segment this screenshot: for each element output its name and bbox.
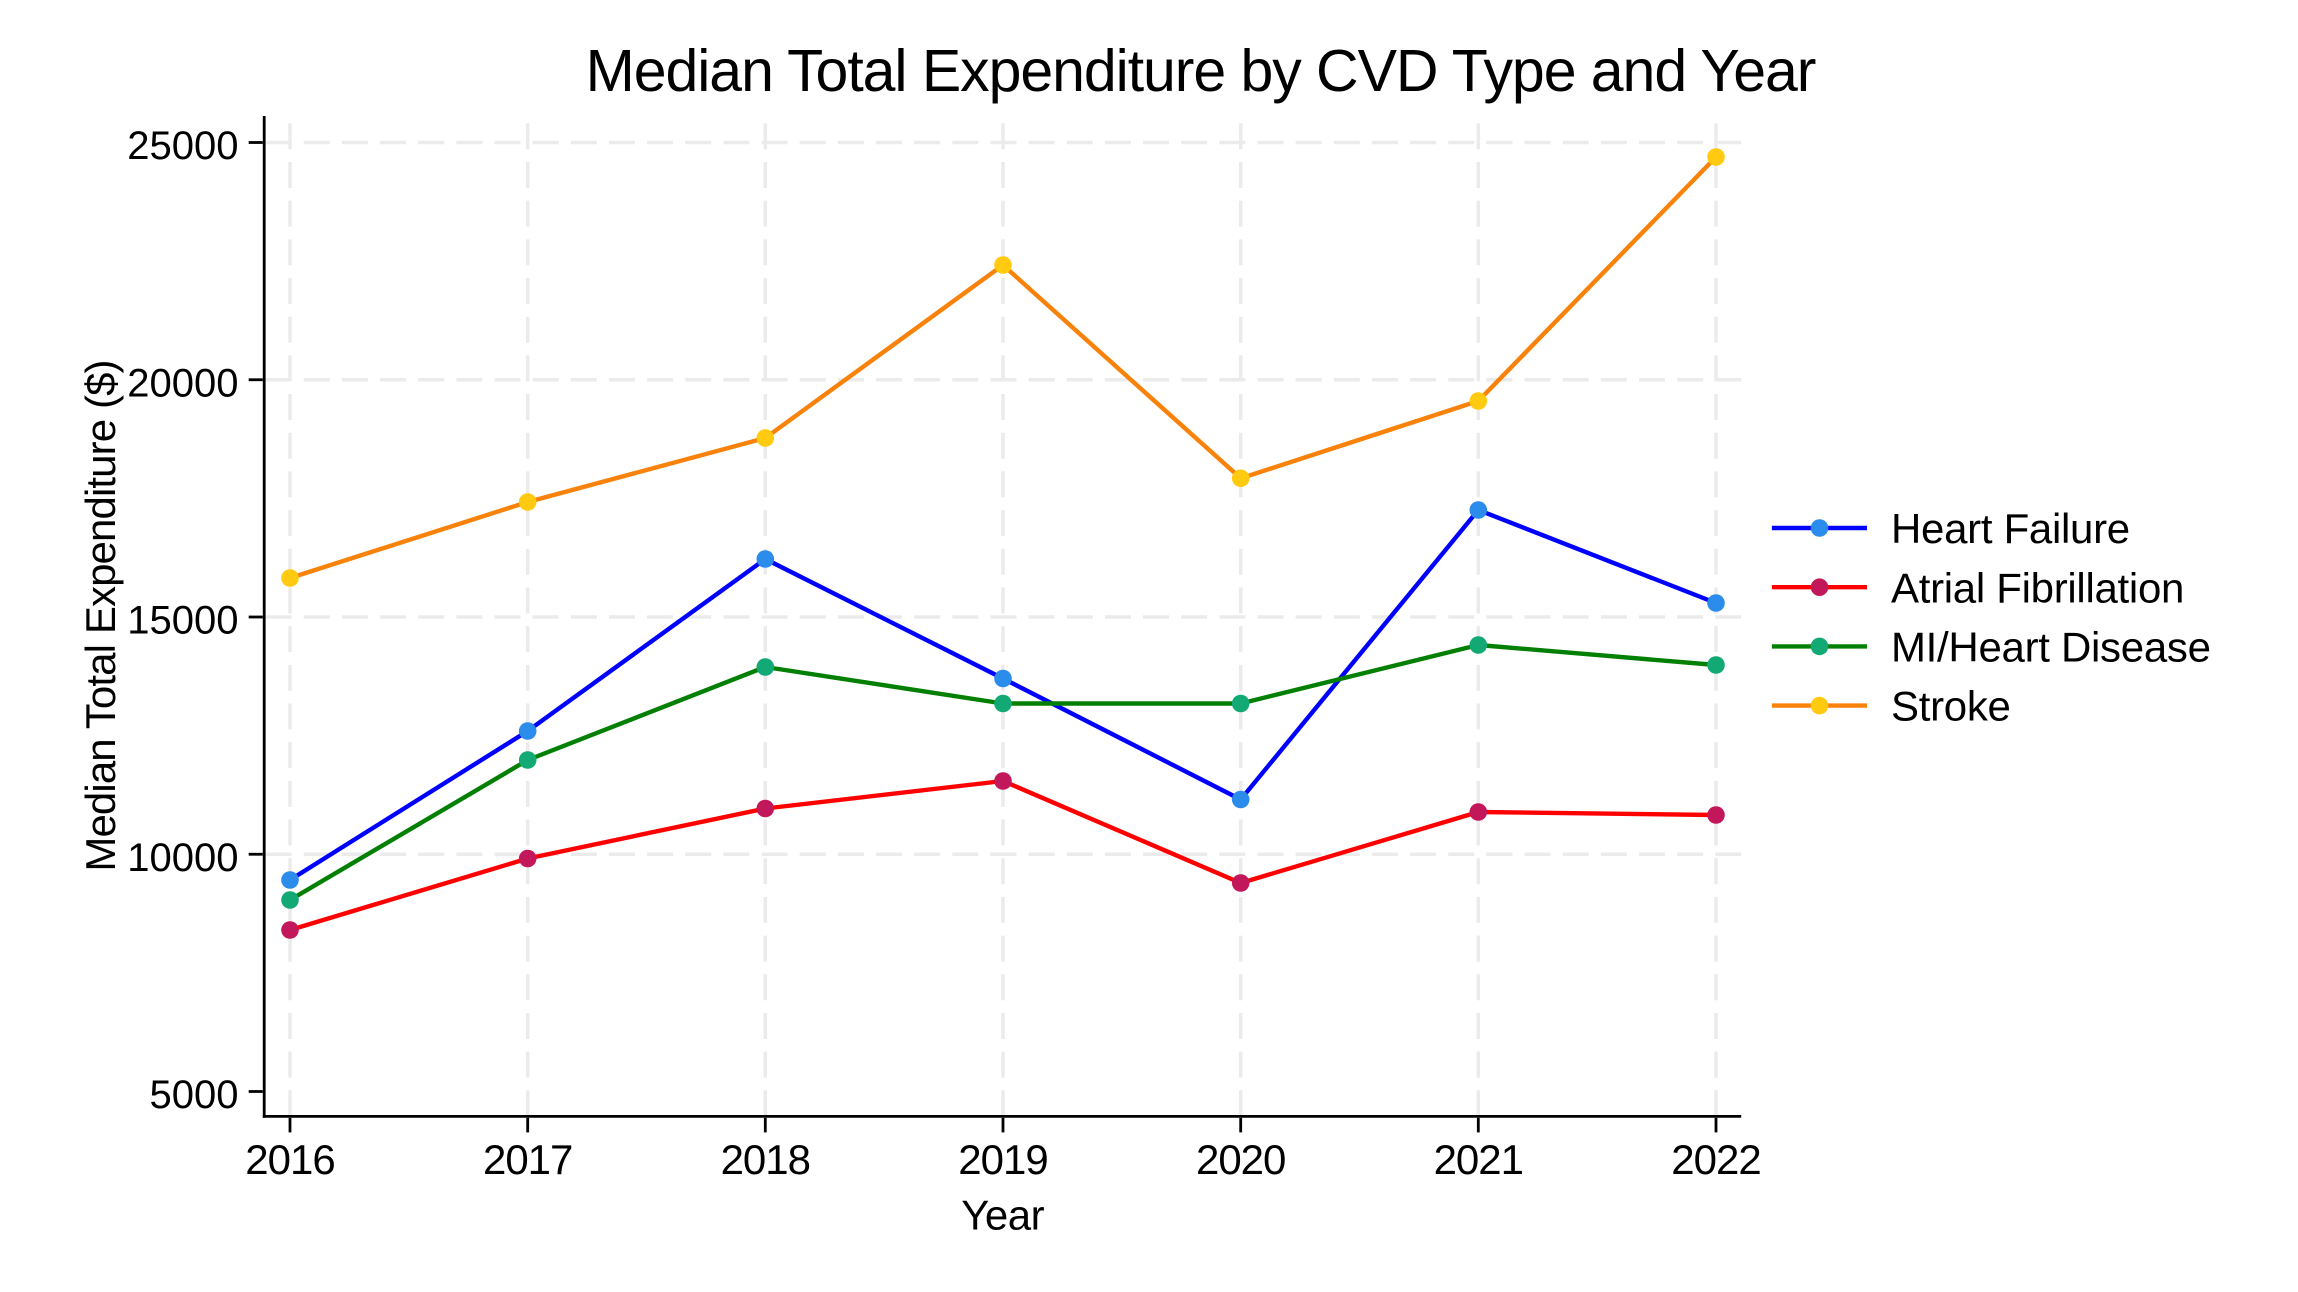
svg-text:MI/Heart Disease: MI/Heart Disease	[1891, 623, 2211, 670]
svg-text:5000: 5000	[150, 1073, 239, 1117]
svg-text:Heart Failure: Heart Failure	[1891, 505, 2130, 552]
svg-text:20000: 20000	[127, 361, 238, 405]
svg-text:10000: 10000	[127, 836, 238, 880]
svg-text:2022: 2022	[1671, 1136, 1760, 1183]
svg-text:2019: 2019	[958, 1136, 1047, 1183]
svg-text:2018: 2018	[721, 1136, 810, 1183]
svg-text:Atrial Fibrillation: Atrial Fibrillation	[1891, 564, 2184, 611]
svg-text:2017: 2017	[483, 1136, 572, 1183]
svg-text:Median Total Expenditure ($): Median Total Expenditure ($)	[77, 360, 124, 871]
svg-text:2021: 2021	[1434, 1136, 1523, 1183]
svg-text:Year: Year	[961, 1192, 1044, 1239]
svg-text:15000: 15000	[127, 599, 238, 643]
svg-text:Stroke: Stroke	[1891, 683, 2011, 730]
svg-text:Median Total Expenditure by CV: Median Total Expenditure by CVD Type and…	[586, 38, 1816, 104]
svg-text:2020: 2020	[1196, 1136, 1285, 1183]
svg-text:2016: 2016	[245, 1136, 334, 1183]
svg-text:25000: 25000	[127, 124, 238, 168]
